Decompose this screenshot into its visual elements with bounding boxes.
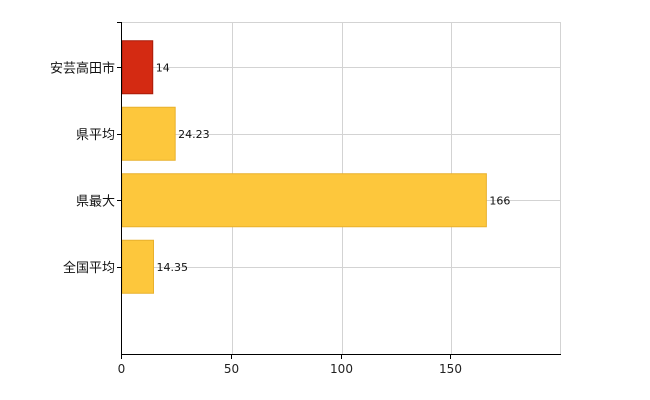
axis-layer — [117, 22, 561, 359]
label-layer: 14 安芸高田市 24.23 県平均 166 県最大 14.35 全国平均 0 50 100 150 — [50, 60, 510, 376]
data-label: 14.35 — [156, 261, 188, 274]
x-tick-label: 50 — [224, 362, 239, 376]
y-tick-label: 県平均 — [76, 128, 115, 143]
bar — [121, 106, 176, 161]
data-label: 166 — [489, 194, 510, 207]
data-label: 14 — [156, 61, 170, 74]
bar — [121, 173, 487, 228]
y-tick-label: 県最大 — [76, 194, 115, 209]
bar — [121, 239, 154, 294]
y-tick-label: 全国平均 — [63, 260, 115, 276]
bar-layer — [121, 40, 487, 294]
data-label: 24.23 — [178, 128, 210, 141]
grid-layer — [122, 22, 561, 354]
y-tick-label: 安芸高田市 — [50, 60, 115, 76]
bar — [121, 40, 154, 95]
x-tick-label: 0 — [118, 362, 126, 376]
x-tick-label: 100 — [330, 362, 353, 376]
x-tick-label: 150 — [439, 362, 462, 376]
